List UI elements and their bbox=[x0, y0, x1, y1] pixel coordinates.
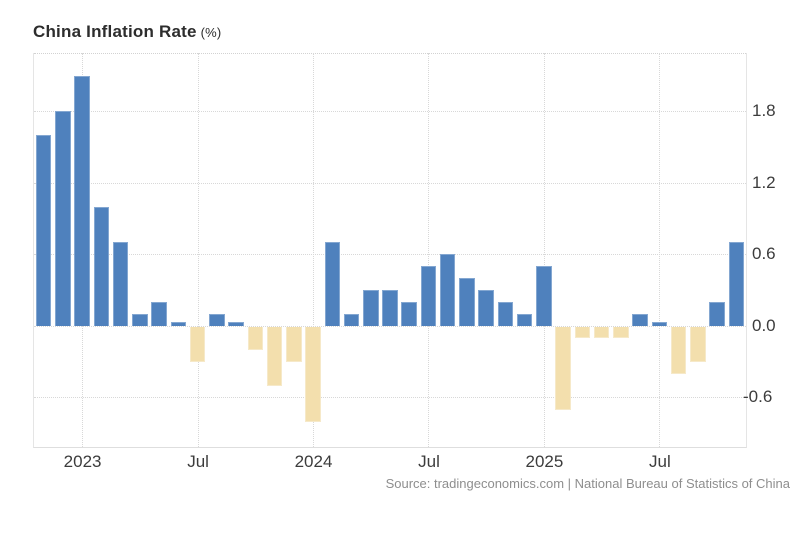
plot-top-border bbox=[34, 53, 746, 54]
bar-2025-07[interactable] bbox=[651, 321, 668, 326]
v-gridline-Jul bbox=[428, 53, 430, 447]
bar-2023-05[interactable] bbox=[151, 301, 167, 326]
bar-2023-04[interactable] bbox=[132, 313, 148, 326]
bar-2024-06[interactable] bbox=[401, 301, 417, 326]
bar-2025-05[interactable] bbox=[613, 326, 629, 339]
bar-2023-10[interactable] bbox=[247, 326, 264, 351]
bar-2024-07[interactable] bbox=[420, 266, 437, 326]
bar-2024-08[interactable] bbox=[439, 254, 456, 326]
bar-2025-08[interactable] bbox=[670, 326, 687, 375]
x-axis-tick-label: Jul bbox=[418, 452, 440, 471]
bar-2024-09[interactable] bbox=[459, 277, 475, 326]
bar-2023-01[interactable] bbox=[74, 75, 90, 326]
chart-title-text: China Inflation Rate bbox=[33, 22, 197, 41]
bar-2024-04[interactable] bbox=[363, 289, 379, 326]
h-gridline--0.6 bbox=[34, 397, 746, 398]
v-gridline-Jul bbox=[659, 53, 661, 447]
bar-2023-02[interactable] bbox=[93, 206, 110, 326]
bar-2025-11[interactable] bbox=[728, 242, 745, 326]
x-axis-tick-label: Jul bbox=[187, 452, 209, 471]
bar-2023-07[interactable] bbox=[189, 326, 206, 363]
x-axis-tick-label: 2023 bbox=[63, 452, 102, 471]
h-gridline-0.6 bbox=[34, 254, 746, 256]
bar-2024-12[interactable] bbox=[516, 313, 533, 326]
source-attribution: Source: tradingeconomics.com | National … bbox=[385, 476, 790, 491]
bar-2024-10[interactable] bbox=[478, 289, 494, 326]
bar-2024-11[interactable] bbox=[497, 301, 514, 326]
x-axis-tick-label: 2025 bbox=[525, 452, 564, 471]
bar-2025-10[interactable] bbox=[709, 301, 725, 326]
y-axis-tick-label: 1.8 bbox=[752, 101, 776, 121]
chart-title-unit: (%) bbox=[200, 25, 222, 40]
bar-2025-03[interactable] bbox=[574, 326, 591, 339]
h-gridline-1.2 bbox=[34, 182, 746, 184]
y-axis-tick-label: 1.2 bbox=[752, 172, 776, 192]
bar-2025-09[interactable] bbox=[690, 326, 706, 363]
x-axis-tick-label: Jul bbox=[649, 452, 671, 471]
h-gridline-1.8 bbox=[34, 111, 746, 113]
x-axis-tick-label: 2024 bbox=[294, 452, 333, 471]
chart-title: China Inflation Rate (%) bbox=[33, 22, 221, 42]
bar-2024-02[interactable] bbox=[324, 242, 341, 326]
h-gridline-0.0 bbox=[34, 325, 746, 327]
v-gridline-2025 bbox=[543, 53, 545, 447]
bar-2025-01[interactable] bbox=[536, 266, 552, 326]
bar-2023-03[interactable] bbox=[112, 242, 129, 326]
bar-2025-02[interactable] bbox=[555, 326, 571, 410]
y-axis-tick-label: 0.0 bbox=[752, 315, 776, 335]
bar-2023-11[interactable] bbox=[266, 326, 283, 387]
bar-2025-04[interactable] bbox=[593, 326, 610, 339]
bar-2024-03[interactable] bbox=[343, 313, 360, 326]
bar-2024-05[interactable] bbox=[382, 289, 398, 326]
y-axis-tick-label: 0.6 bbox=[752, 244, 776, 264]
bar-2024-01[interactable] bbox=[305, 326, 321, 422]
y-axis-tick-label: -0.6 bbox=[743, 387, 773, 406]
chart-plot-area bbox=[33, 53, 747, 448]
v-gridline-Jul bbox=[197, 53, 199, 447]
bar-2023-09[interactable] bbox=[228, 321, 244, 326]
bar-2022-11[interactable] bbox=[35, 135, 52, 326]
v-gridline-2024 bbox=[313, 53, 315, 447]
bar-2023-06[interactable] bbox=[170, 321, 187, 326]
bar-2022-12[interactable] bbox=[55, 111, 71, 326]
bar-2023-08[interactable] bbox=[209, 313, 225, 326]
bar-2023-12[interactable] bbox=[286, 326, 302, 363]
bar-2025-06[interactable] bbox=[632, 313, 648, 326]
